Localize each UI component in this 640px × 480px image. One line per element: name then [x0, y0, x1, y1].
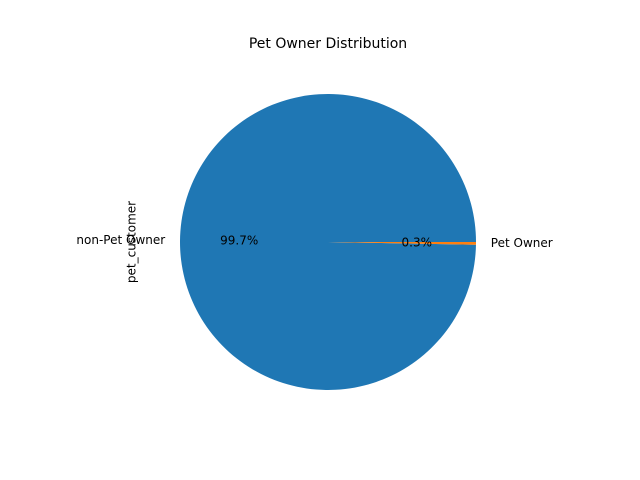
- y-axis-label: pet_customer: [125, 201, 139, 283]
- percent-label: 0.3%: [402, 235, 433, 249]
- pie-slice: [180, 93, 477, 390]
- chart-title: Pet Owner Distribution: [249, 36, 407, 52]
- pie-slice: [328, 242, 476, 245]
- labels: non-Pet Owner 99.7% Pet Owner 0.3%: [76, 233, 552, 250]
- slice-label: Pet Owner: [491, 236, 553, 250]
- pie: [180, 93, 477, 390]
- slice-label: non-Pet Owner: [76, 233, 165, 247]
- percent-label: 99.7%: [220, 234, 258, 248]
